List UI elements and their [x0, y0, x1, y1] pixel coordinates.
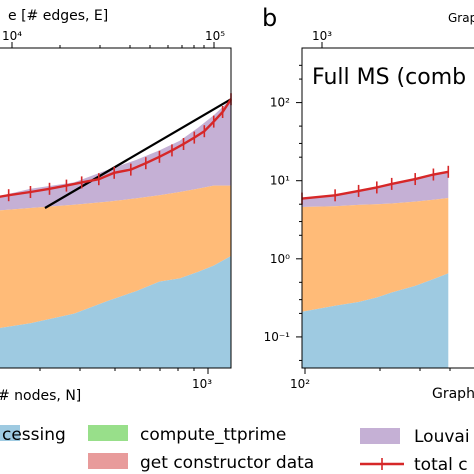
top-tick-label: 10⁵	[205, 29, 225, 43]
legend-label: compute_ttprime	[140, 425, 286, 445]
area-series-1	[0, 185, 231, 329]
top-tick-label: 10⁴	[2, 29, 22, 43]
panel-label: b	[262, 4, 277, 32]
area-series-0	[0, 99, 231, 211]
plot-frame	[301, 47, 474, 369]
bottom-tick-label: 10³	[192, 377, 212, 391]
panel-b: b Graph 10³ Full MS (comb 10² 10¹ 10⁰ 10⁻¹ 10² Gr…	[262, 4, 474, 402]
legend-swatch-1	[88, 425, 128, 441]
legend-label: get constructor data	[140, 453, 314, 473]
y-tick-label: 10²	[270, 96, 290, 110]
legend: cessing compute_ttprime Louvai get construc…	[0, 425, 470, 474]
bottom-tick-label: 10²	[290, 377, 310, 391]
y-tick-label: 10¹	[270, 174, 290, 188]
area-series-1	[302, 198, 449, 312]
legend-label: total c	[414, 455, 468, 474]
plot-frame	[0, 47, 232, 369]
total-line	[301, 170, 449, 200]
bottom-axis-label: Graph	[432, 386, 474, 402]
legend-swatch-2	[360, 428, 400, 444]
panel-a: e [# edges, E] 10⁴ 10⁵ 10³ # nodes, N]	[0, 8, 233, 404]
legend-swatch-0	[0, 425, 20, 441]
bottom-axis-label: # nodes, N]	[0, 388, 81, 404]
area-series-2	[302, 273, 449, 368]
legend-label: cessing	[2, 425, 66, 445]
legend-label: Louvai	[414, 427, 470, 447]
legend-swatch-3	[88, 453, 128, 469]
top-axis-label: e [# edges, E]	[8, 8, 108, 24]
y-tick-label: 10⁻¹	[264, 330, 291, 344]
inset-title: Full MS (comb	[312, 65, 466, 90]
y-tick-label: 10⁰	[270, 252, 290, 266]
reference-line	[44, 98, 232, 209]
total-line	[0, 98, 233, 198]
top-tick-label: 10³	[312, 29, 332, 43]
top-axis-label: Graph	[448, 11, 474, 25]
area-series-2	[0, 256, 231, 368]
